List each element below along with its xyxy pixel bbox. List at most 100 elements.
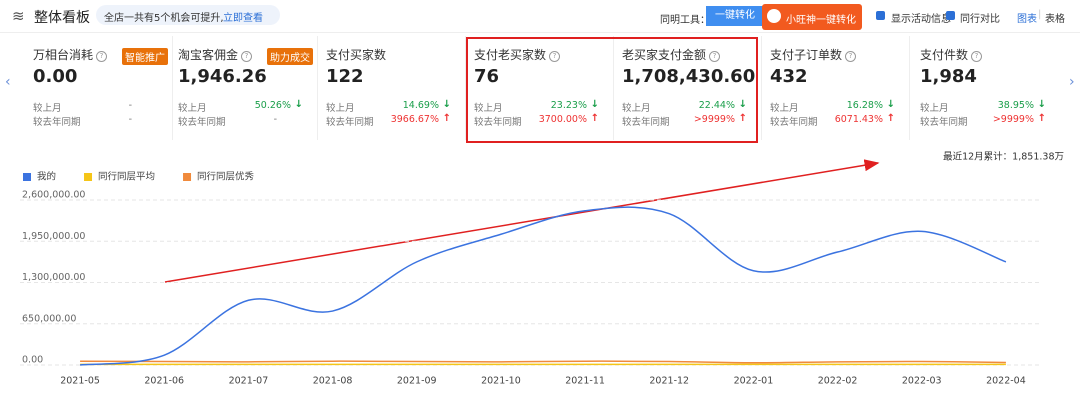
metric-name-text: 老买家支付金额 [622,48,707,62]
annotation-arrow [164,159,880,283]
metric-name: 支付件数? [920,46,983,63]
compare-value: - [273,114,277,125]
compare-label: 较去年同期 [622,117,670,128]
x-tick-label: 2021-08 [313,376,353,387]
help-icon[interactable]: ? [709,51,721,62]
compare-value: 3700.00% [538,114,587,125]
compare-label: 较上月 [33,103,62,114]
divider [0,32,1080,33]
metric-name-text: 淘宝客佣金 [178,48,239,62]
compare-label: 较上月 [474,103,503,114]
y-tick-label: 0.00 [22,355,43,366]
legend-swatch [84,173,93,181]
layers-icon: ≋ [12,7,25,25]
compare-value: - [128,100,132,111]
metric-card: 万相台消耗? 智能推广 0.00 较上月 - 较去年同期 - [25,36,173,140]
metric-card: 淘宝客佣金? 助力成交 1,946.26 较上月 50.26% ↓ 较去年同期 - [170,36,318,140]
checkbox[interactable] [946,11,955,20]
metric-name-text: 万相台消耗 [33,48,94,62]
compare-value: 6071.43% [834,114,883,125]
compare-value: 14.69% [402,100,439,111]
metric-card: 老买家支付金额? 1,708,430.60 较上月 22.44% ↓ 较去年同期 >9999… [614,36,762,140]
tip-pill [96,5,280,25]
compare-label: 较上月 [622,103,651,114]
metric-value: 0.00 [33,66,78,87]
help-icon[interactable]: ? [549,51,561,62]
compare-value: 38.95% [997,100,1034,111]
highlight-box [466,37,758,143]
compare-label: 较去年同期 [474,117,522,128]
x-tick-label: 2021-12 [649,376,689,387]
metric-value: 1,708,430.60 [622,66,756,87]
metric-card: 支付买家数 122 较上月 14.69% ↓ 较去年同期 3966.67% ↑ [318,36,466,140]
view-table[interactable]: 表格 [1045,14,1065,25]
help-icon[interactable]: ? [241,51,253,62]
x-tick-label: 2022-02 [818,376,858,387]
y-tick-label: 1,300,000.00 [22,272,85,283]
trend-arrow: ↑ [1037,113,1046,124]
help-icon[interactable]: ? [845,51,857,62]
page-title: 整体看板 [34,10,90,26]
compare-value: >9999% [693,114,735,125]
x-tick-label: 2021-11 [565,376,605,387]
trend-arrow: ↑ [738,113,747,124]
xiaowang-label[interactable]: 小旺神一键转化 [786,15,856,26]
metric-name-text: 支付件数 [920,48,969,62]
checkbox[interactable] [876,11,885,20]
metric-name: 支付买家数 [326,46,386,63]
x-tick-label: 2022-01 [734,376,774,387]
metric-value: 1,984 [920,66,977,87]
trend-arrow: ↓ [590,99,599,110]
metric-value: 122 [326,66,364,87]
metric-name: 万相台消耗? [33,46,108,63]
trend-arrow: ↓ [1037,99,1046,110]
tools-label: 同明工具： [660,15,710,26]
metric-name-text: 支付子订单数 [770,48,843,62]
chart: 最近12月累计：1,851.38万 0.00 650,000.00 1,300,00… [20,151,1064,387]
compare-label: 较上月 [178,103,207,114]
x-tick-label: 2021-07 [229,376,269,387]
trend-arrow: ↓ [294,99,303,110]
prev-arrow[interactable]: ‹ [5,74,11,90]
metric-value: 1,946.26 [178,66,267,87]
tip-link[interactable]: 立即查看 [223,13,263,24]
x-tick-label: 2022-04 [986,376,1026,387]
metric-value: 76 [474,66,500,87]
compare-value: - [128,114,132,125]
help-icon[interactable]: ? [971,51,983,62]
compare-value: 50.26% [254,100,291,111]
help-icon[interactable]: ? [96,51,108,62]
compare-label: 较上月 [920,103,949,114]
trend-arrow: ↑ [590,113,599,124]
checkbox-label[interactable]: 显示活动信息 [891,14,951,25]
metric-name-text: 支付买家数 [326,48,387,62]
compare-label: 较去年同期 [770,117,818,128]
checkbox-label[interactable]: 同行对比 [960,14,1000,25]
y-tick-label: 2,600,000.00 [22,190,85,201]
trend-arrow: ↑ [442,113,451,124]
trend-arrow: ↓ [442,99,451,110]
series-line [80,360,1006,364]
metric-card: 支付件数? 1,984 较上月 38.95% ↓ 较去年同期 >9999% ↑ [912,36,1060,140]
legend-swatch [23,173,31,181]
xiaowang-icon [767,9,781,23]
metric-name: 支付老买家数? [474,46,561,63]
series-line [79,206,1007,366]
metric-value: 432 [770,66,808,87]
compare-value: 16.28% [846,100,883,111]
x-tick-label: 2021-09 [397,376,437,387]
convert-button[interactable]: 一键转化 [706,6,764,26]
next-arrow[interactable]: › [1069,74,1075,90]
legend-swatch [183,173,192,181]
view-chart[interactable]: 图表 [1017,14,1037,25]
metric-card: 支付子订单数? 432 较上月 16.28% ↓ 较去年同期 6071.43% ↑ [762,36,910,140]
compare-label: 较去年同期 [33,117,81,128]
compare-value: 3966.67% [390,114,439,125]
y-tick-label: 1,950,000.00 [22,231,85,242]
trend-arrow: ↓ [886,99,895,110]
compare-label: 较上月 [326,103,355,114]
compare-label: 较去年同期 [178,117,226,128]
legend-label: 我的 [37,171,56,183]
x-tick-label: 2022-03 [902,376,942,387]
